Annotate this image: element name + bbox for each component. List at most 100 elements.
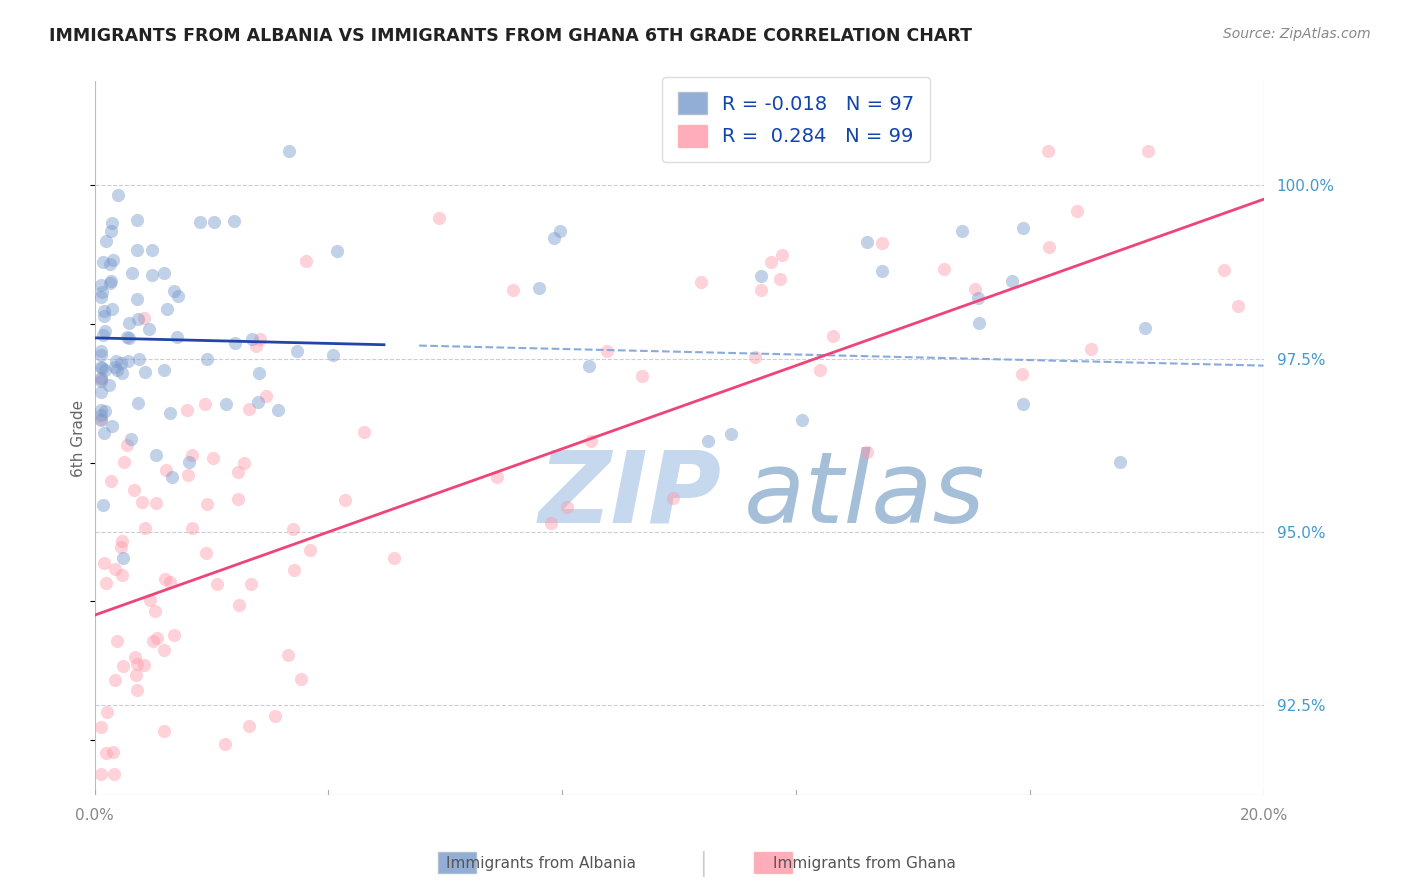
Point — [751, 269, 773, 284]
Point — [153, 362, 176, 376]
Point — [96, 706, 118, 720]
Point — [93, 309, 115, 323]
Point — [107, 188, 129, 202]
Point — [90, 372, 112, 386]
Point — [932, 261, 955, 276]
Point — [105, 354, 128, 368]
Point — [124, 483, 146, 498]
Point — [720, 427, 742, 442]
Point — [759, 255, 782, 269]
Point — [90, 360, 112, 375]
Y-axis label: 6th Grade: 6th Grade — [72, 400, 86, 477]
Point — [127, 396, 149, 410]
Point — [299, 542, 322, 557]
Point — [578, 359, 600, 374]
Point — [90, 412, 112, 426]
Point — [214, 738, 236, 752]
Point — [90, 767, 112, 781]
Point — [485, 469, 508, 483]
Point — [100, 419, 122, 434]
Text: ZIP: ZIP — [538, 447, 721, 544]
Point — [98, 276, 121, 290]
Point — [131, 494, 153, 508]
Point — [90, 409, 112, 423]
Point — [142, 634, 165, 648]
Point — [132, 310, 155, 325]
Point — [240, 332, 263, 346]
Point — [90, 720, 112, 734]
Point — [110, 356, 132, 370]
Point — [125, 293, 148, 307]
Point — [90, 348, 112, 362]
Point — [215, 397, 238, 411]
Point — [124, 668, 146, 682]
Point — [121, 266, 143, 280]
Point — [1133, 321, 1156, 335]
Text: Source: ZipAtlas.com: Source: ZipAtlas.com — [1223, 27, 1371, 41]
Text: atlas: atlas — [744, 447, 986, 544]
Point — [224, 335, 246, 350]
Point — [127, 657, 149, 671]
Point — [127, 244, 149, 258]
Point — [94, 324, 117, 338]
Point — [105, 634, 128, 648]
Point — [823, 329, 845, 343]
Point — [277, 648, 299, 662]
Point — [103, 767, 125, 781]
Point — [145, 448, 167, 462]
Point — [176, 403, 198, 417]
Point — [502, 283, 524, 297]
Point — [162, 628, 184, 642]
Point — [141, 268, 163, 283]
Point — [247, 366, 270, 380]
Point — [278, 144, 301, 158]
Point — [226, 491, 249, 506]
Point — [94, 403, 117, 417]
Point — [155, 572, 177, 586]
Point — [1227, 299, 1250, 313]
Point — [90, 371, 112, 385]
Point — [194, 397, 217, 411]
Point — [1011, 397, 1033, 411]
Point — [769, 272, 792, 286]
Point — [117, 354, 139, 368]
Point — [295, 254, 318, 268]
Point — [267, 403, 290, 417]
Point — [382, 551, 405, 566]
Point — [156, 301, 179, 316]
Point — [110, 541, 132, 555]
Point — [1001, 274, 1024, 288]
Point — [153, 723, 176, 738]
Point — [118, 316, 141, 330]
Point — [697, 434, 720, 449]
Point — [1011, 367, 1033, 381]
Point — [195, 352, 218, 367]
Point — [808, 363, 831, 377]
Point — [856, 235, 879, 249]
Text: IMMIGRANTS FROM ALBANIA VS IMMIGRANTS FROM GHANA 6TH GRADE CORRELATION CHART: IMMIGRANTS FROM ALBANIA VS IMMIGRANTS FR… — [49, 27, 972, 45]
Point — [94, 746, 117, 760]
Point — [124, 649, 146, 664]
Point — [134, 365, 156, 379]
Point — [101, 253, 124, 268]
Text: Immigrants from Ghana: Immigrants from Ghana — [773, 856, 956, 871]
Point — [555, 500, 578, 514]
Point — [100, 224, 122, 238]
Point — [166, 329, 188, 343]
Point — [335, 493, 357, 508]
Point — [1038, 240, 1060, 254]
Point — [153, 643, 176, 657]
Point — [254, 389, 277, 403]
Point — [100, 474, 122, 488]
Point — [548, 224, 571, 238]
Point — [195, 546, 218, 560]
Point — [127, 312, 149, 326]
Point — [238, 718, 260, 732]
Point — [145, 496, 167, 510]
Point — [111, 366, 134, 380]
Point — [91, 255, 114, 269]
Point — [201, 450, 224, 465]
Point — [856, 445, 879, 459]
Point — [285, 344, 308, 359]
Point — [690, 276, 713, 290]
